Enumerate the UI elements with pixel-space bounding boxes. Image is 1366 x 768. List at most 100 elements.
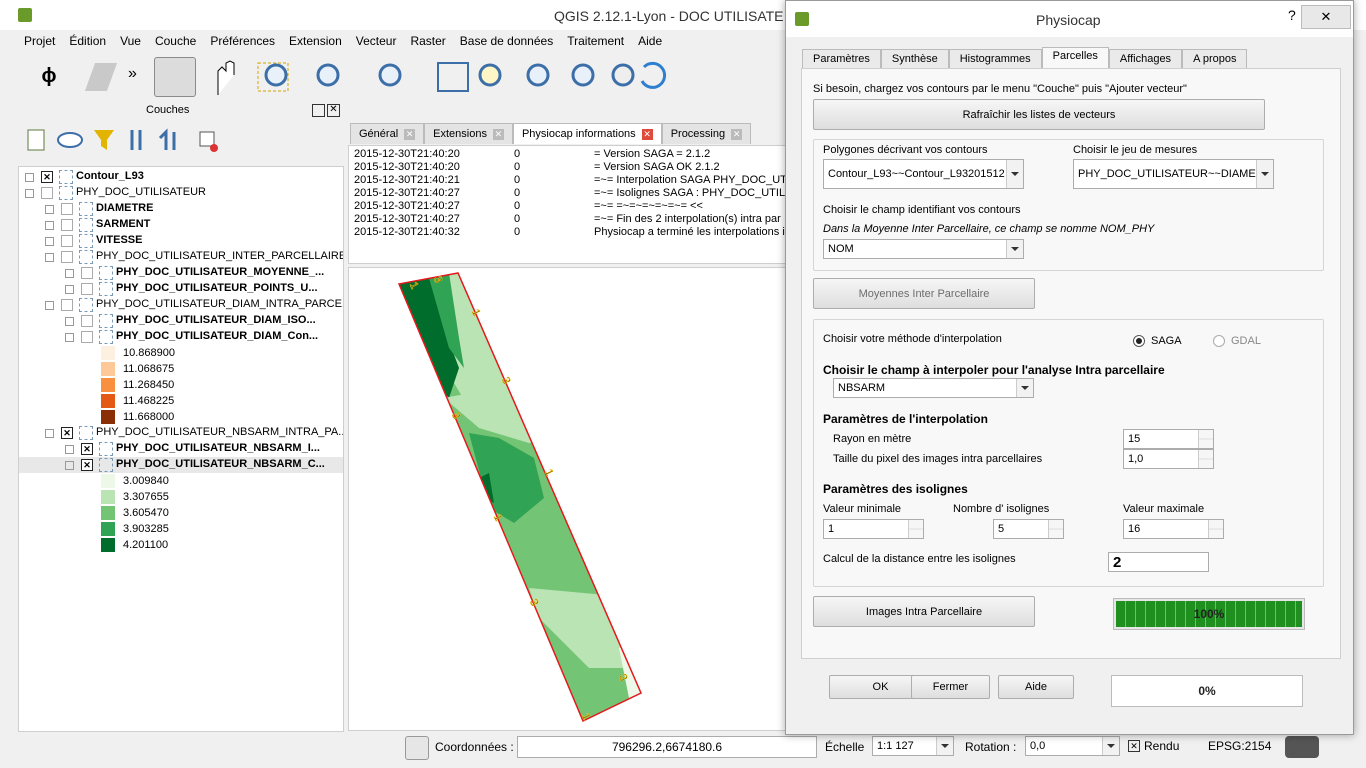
tab[interactable]: Affichages [1108,49,1183,68]
layer-checkbox[interactable] [41,187,53,199]
expander[interactable] [45,301,54,310]
toolbar-button[interactable] [84,63,118,91]
max-spin[interactable]: 16 [1123,519,1224,539]
inter-button[interactable]: Moyennes Inter Parcellaire [813,278,1035,309]
toolbar-button-active[interactable] [154,57,196,97]
tab-label[interactable]: Physiocap informations [521,128,636,140]
expander[interactable] [65,269,74,278]
tab-close[interactable]: ✕ [404,128,416,140]
expander[interactable] [65,317,74,326]
rotation-field[interactable]: 0,0 [1025,736,1120,756]
tab[interactable]: Histogrammes [948,49,1042,68]
scale-combo[interactable]: 1:1 127 [872,736,954,756]
layer-label[interactable]: PHY_DOC_UTILISATEUR_DIAM_INTRA_PARCE... [96,298,344,310]
layer-checkbox[interactable] [61,219,73,231]
menu-item[interactable]: Extension [289,34,342,48]
menu-item[interactable]: Préférences [210,34,276,48]
layer-label[interactable]: DIAMETRE [96,202,154,214]
layer-label[interactable]: PHY_DOC_UTILISATEUR_NBSARM_INTRA_PA... [96,426,344,438]
menu-item[interactable]: Vue [120,34,141,48]
layer-checkbox[interactable] [61,299,73,311]
layer-label[interactable]: PHY_DOC_UTILISATEUR_NBSARM_C... [116,458,325,470]
layer-label[interactable]: Contour_L93 [76,170,144,182]
aide-button[interactable]: Aide [998,675,1074,699]
coord-toggle[interactable] [405,736,429,760]
refresh-button[interactable]: Rafraîchir les listes de vecteurs [813,99,1265,130]
layer-checkbox[interactable] [81,267,93,279]
tab[interactable]: Général ✕ [350,123,425,144]
close-button[interactable]: ✕ [1301,5,1351,29]
menu-item[interactable]: Projet [24,34,56,48]
field-combo[interactable]: NBSARM [833,378,1034,398]
menu-item[interactable]: Couche [154,34,197,48]
layer-label[interactable]: PHY_DOC_UTILISATEUR [76,186,206,198]
menu-item[interactable]: Édition [69,34,107,48]
expander[interactable] [65,333,74,342]
radius-spin[interactable]: 15 [1123,429,1214,449]
menu-item[interactable]: Aide [638,34,663,48]
tab-close[interactable]: ✕ [492,128,504,140]
tab[interactable]: Extensions ✕ [424,123,513,144]
layer-checkbox[interactable]: ✕ [41,171,53,183]
expander[interactable] [25,173,34,182]
polygons-combo[interactable]: Contour_L93~~Contour_L93201512 [823,159,1024,189]
crs-label[interactable]: EPSG:2154 [1208,739,1272,753]
layer-label[interactable]: PHY_DOC_UTILISATEUR_INTER_PARCELLAIRE [96,250,344,262]
close-button[interactable]: ✕ [327,104,340,117]
layer-checkbox[interactable] [61,203,73,215]
tab-close[interactable]: ✕ [731,128,743,140]
tab-label[interactable]: Général [359,128,399,140]
tab[interactable]: Paramètres [802,49,881,68]
help-button[interactable]: ? [1288,7,1296,23]
pixel-spin[interactable]: 1,0 [1123,449,1214,469]
layer-label[interactable]: PHY_DOC_UTILISATEUR_MOYENNE_... [116,266,325,278]
layer-label[interactable]: PHY_DOC_UTILISATEUR_NBSARM_I... [116,442,320,454]
expander[interactable] [65,461,74,470]
messages-button[interactable] [1285,736,1319,758]
expander[interactable] [65,285,74,294]
menu-item[interactable]: Vecteur [355,34,397,48]
toolbar-more[interactable]: » [128,65,137,82]
tab-label[interactable]: Processing [670,128,726,140]
tab[interactable]: Processing ✕ [661,123,752,144]
layer-checkbox[interactable]: ✕ [61,427,73,439]
tab[interactable]: A propos [1182,49,1248,68]
expander[interactable] [45,237,54,246]
tab-close[interactable]: ✕ [641,128,653,140]
menu-item[interactable]: Traitement [567,34,625,48]
expander[interactable] [45,253,54,262]
expander[interactable] [45,221,54,230]
id-field-combo[interactable]: NOM [823,239,1024,259]
images-button[interactable]: Images Intra Parcellaire [813,596,1035,627]
expander[interactable] [65,445,74,454]
toolbar-button[interactable]: ϕ [41,65,57,87]
expander[interactable] [45,205,54,214]
count-spin[interactable]: 5 [993,519,1064,539]
render-checkbox[interactable]: ✕ [1128,740,1140,752]
min-spin[interactable]: 1 [823,519,924,539]
close-dialog-button[interactable]: Fermer [911,675,990,699]
layer-checkbox[interactable] [81,315,93,327]
layer-label[interactable]: VITESSE [96,234,143,246]
tab-label[interactable]: Extensions [433,128,487,140]
coord-field[interactable]: 796296.2,6674180.6 [517,736,817,758]
layer-label[interactable]: SARMENT [96,218,151,230]
tab[interactable]: Synthèse [880,49,949,68]
layer-checkbox[interactable] [61,235,73,247]
menu-item[interactable]: Base de données [459,34,554,48]
layer-label[interactable]: PHY_DOC_UTILISATEUR_POINTS_U... [116,282,318,294]
layer-label[interactable]: PHY_DOC_UTILISATEUR_DIAM_Con... [116,330,319,342]
float-button[interactable] [312,104,325,117]
radio[interactable] [1133,335,1145,347]
menu-item[interactable]: Raster [410,34,446,48]
expander[interactable] [45,429,54,438]
tab-active[interactable]: Physiocap informations ✕ [512,123,662,144]
layer-checkbox[interactable] [81,331,93,343]
layer-checkbox[interactable] [61,251,73,263]
layer-checkbox[interactable]: ✕ [81,459,93,471]
layer-checkbox[interactable]: ✕ [81,443,93,455]
layer-checkbox[interactable] [81,283,93,295]
tab-active[interactable]: Parcelles [1041,47,1109,68]
measures-combo[interactable]: PHY_DOC_UTILISATEUR~~DIAMETR [1073,159,1274,189]
expander[interactable] [25,189,34,198]
